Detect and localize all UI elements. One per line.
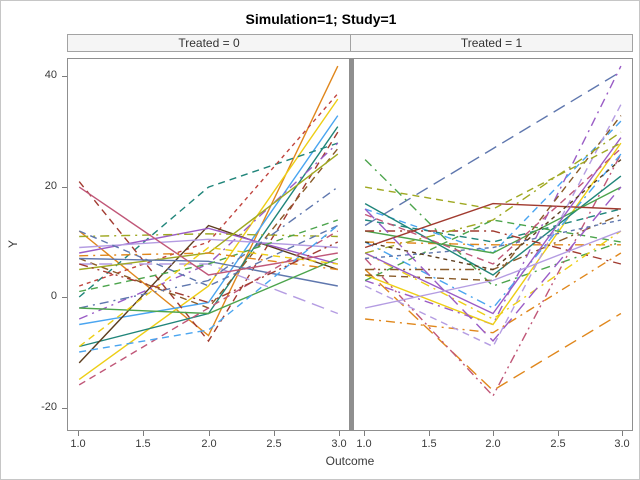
series-line [365,252,622,334]
x-tick-label: 1.0 [70,438,86,450]
series-line [79,241,339,304]
series-line [364,219,622,282]
x-tick-mark [622,431,623,436]
series-line [78,142,339,320]
panel-header-treated-1: Treated = 1 [350,34,633,52]
x-tick-label: 1.0 [356,438,372,450]
series-line [78,93,339,287]
series-line [364,230,622,320]
y-tick-label: 20 [44,180,57,192]
series-line [365,115,622,282]
panel-header-treated-0: Treated = 0 [67,34,351,52]
x-tick-mark [558,431,559,436]
series-line [79,186,339,309]
x-tick-label: 1.5 [421,438,437,450]
series-line [365,219,622,260]
y-tick-mark [62,297,67,298]
series-line [364,148,622,265]
series-line [364,131,622,254]
x-tick-label: 1.5 [135,438,151,450]
series-line [79,233,338,238]
series-line [78,131,339,343]
series-line [364,142,622,210]
series-line [78,246,338,348]
series-line [364,208,622,243]
series-line [79,252,338,271]
series-line [365,241,621,246]
y-tick-mark [62,187,67,188]
x-tick-mark [429,431,430,436]
x-tick-label: 2.5 [266,438,282,450]
series-line [78,224,339,364]
spaghetti-lines-treated-0 [78,65,339,386]
x-tick-mark [78,431,79,436]
x-tick-label: 2.5 [550,438,566,450]
series-line [79,219,339,293]
x-tick-mark [209,431,210,436]
x-tick-mark [364,431,365,436]
panel-treated-0 [67,58,350,431]
x-tick-mark [274,431,275,436]
series-line [78,142,339,298]
series-line [79,257,339,315]
series-line [364,186,622,343]
y-tick-mark [62,408,67,409]
series-line [364,153,622,309]
series-line [79,224,339,353]
series-line [78,98,339,380]
x-tick-mark [143,431,144,436]
x-axis-title: Outcome [325,454,375,468]
x-tick-label: 2.0 [201,438,217,450]
series-line [364,71,622,227]
y-axis-title: Y [6,240,20,249]
x-tick-label: 3.0 [614,438,630,450]
x-tick-mark [339,431,340,436]
series-line [79,238,338,249]
series-line [78,230,339,386]
series-line [78,65,339,337]
x-tick-label: 2.0 [485,438,501,450]
panel-divider [350,58,353,431]
series-line [364,268,622,392]
series-line [365,230,622,265]
series-line [79,257,338,287]
y-tick-mark [62,76,67,77]
series-line [364,65,622,326]
y-tick-label: 40 [44,69,57,81]
series-line [364,142,622,326]
page-title: Simulation=1; Study=1 [245,11,397,27]
series-line [364,159,622,271]
x-tick-label: 3.0 [331,438,347,450]
series-line [364,186,622,254]
x-tick-mark [493,431,494,436]
y-tick-label: 0 [50,290,57,302]
panel-treated-1 [353,58,633,431]
series-line [79,263,339,315]
series-line [364,202,621,249]
spaghetti-lines-treated-1 [364,65,622,398]
series-line [364,230,622,309]
y-tick-label: -20 [41,401,57,413]
